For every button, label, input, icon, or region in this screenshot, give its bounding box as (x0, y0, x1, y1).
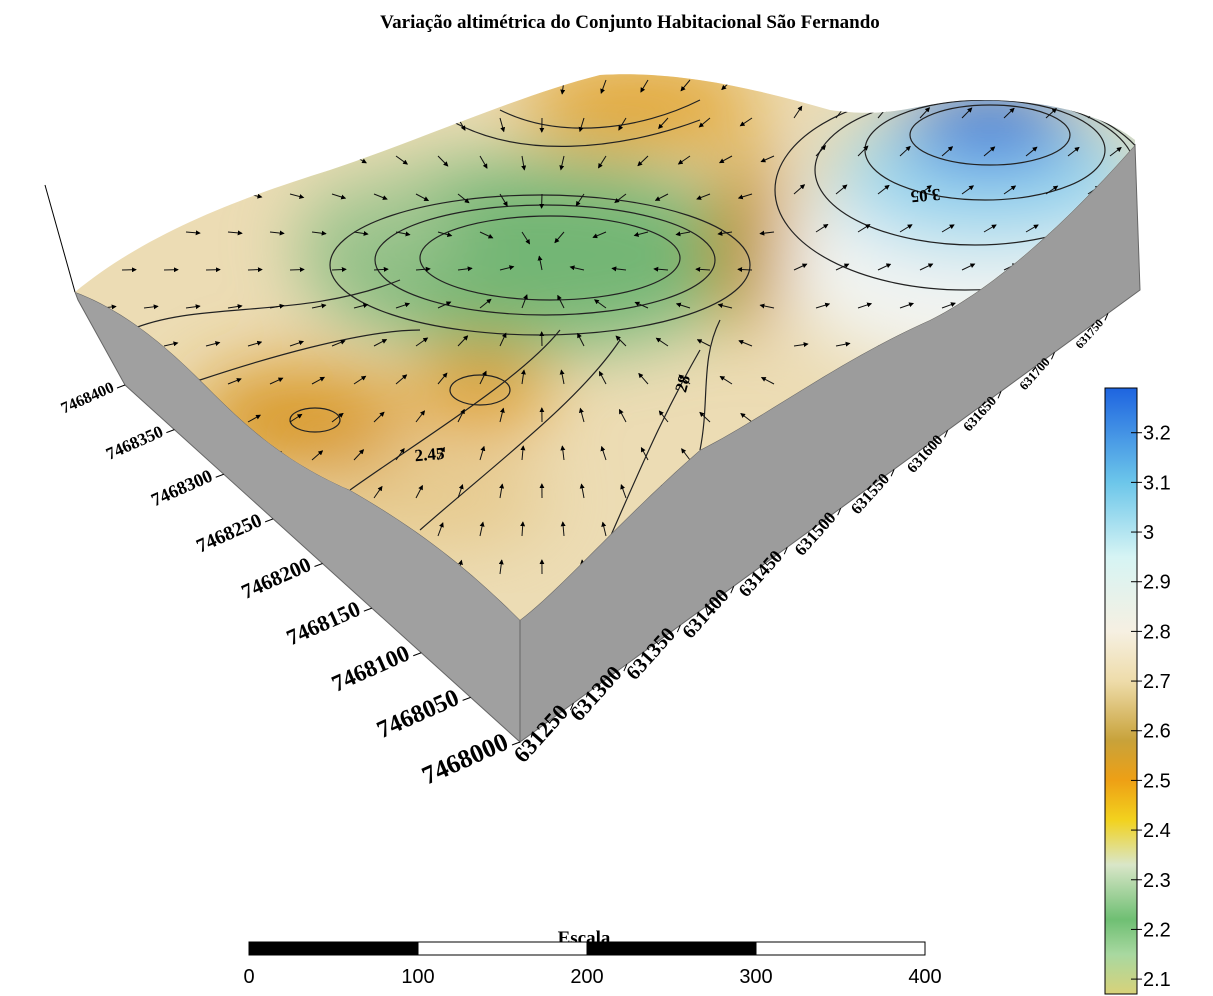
colorbar-label: 2.1 (1143, 969, 1171, 991)
scale-segment (587, 942, 756, 955)
scale-label: 400 (908, 966, 941, 988)
northing-tick (413, 653, 421, 656)
northing-label: 7468300 (148, 467, 215, 512)
contour-label: 2.45 (414, 444, 445, 466)
northing-tick (117, 385, 125, 388)
northing-label: 7468400 (59, 379, 117, 417)
scale-segment (418, 942, 587, 955)
colorbar-label: 3.2 (1143, 423, 1171, 445)
colorbar-label: 2.2 (1143, 919, 1171, 941)
northing-label: 7468250 (193, 509, 265, 557)
scale-label: 200 (570, 966, 603, 988)
title: Variação altimétrica do Conjunto Habitac… (380, 12, 880, 33)
scale-label: 300 (739, 966, 772, 988)
northing-label: 7468150 (283, 596, 364, 651)
northing-label: 7468200 (238, 552, 315, 604)
colorbar-label: 3.1 (1143, 472, 1171, 494)
colorbar-label: 2.3 (1143, 870, 1171, 892)
colorbar-label: 2.7 (1143, 671, 1171, 693)
northing-tick (315, 564, 323, 567)
northing-tick (364, 608, 372, 611)
scale-label: 0 (243, 966, 254, 988)
northing-tick (265, 519, 273, 522)
colorbar-label: 2.4 (1143, 820, 1171, 842)
northing-label: 7468050 (373, 684, 463, 744)
colorbar (1105, 388, 1137, 994)
contour-label: 3.05 (910, 185, 941, 207)
northing-tick (166, 430, 174, 433)
vertical-axis (45, 185, 75, 292)
colorbar-label: 2.8 (1143, 621, 1171, 643)
scale-label: 100 (401, 966, 434, 988)
northing-tick (463, 697, 471, 700)
map: Variação altimétrica do Conjunto Habitac… (0, 0, 1213, 996)
scale-segment (249, 942, 418, 955)
colorbar-label: 3 (1143, 522, 1154, 544)
colorbar-label: 2.6 (1143, 721, 1171, 743)
northing-tick (216, 474, 224, 477)
northing-label: 7468100 (328, 640, 414, 697)
scale-segment (756, 942, 925, 955)
northing-label: 7468000 (418, 727, 513, 791)
colorbar-label: 2.9 (1143, 572, 1171, 594)
colorbar-label: 2.5 (1143, 770, 1171, 792)
northing-label: 7468350 (103, 422, 166, 464)
